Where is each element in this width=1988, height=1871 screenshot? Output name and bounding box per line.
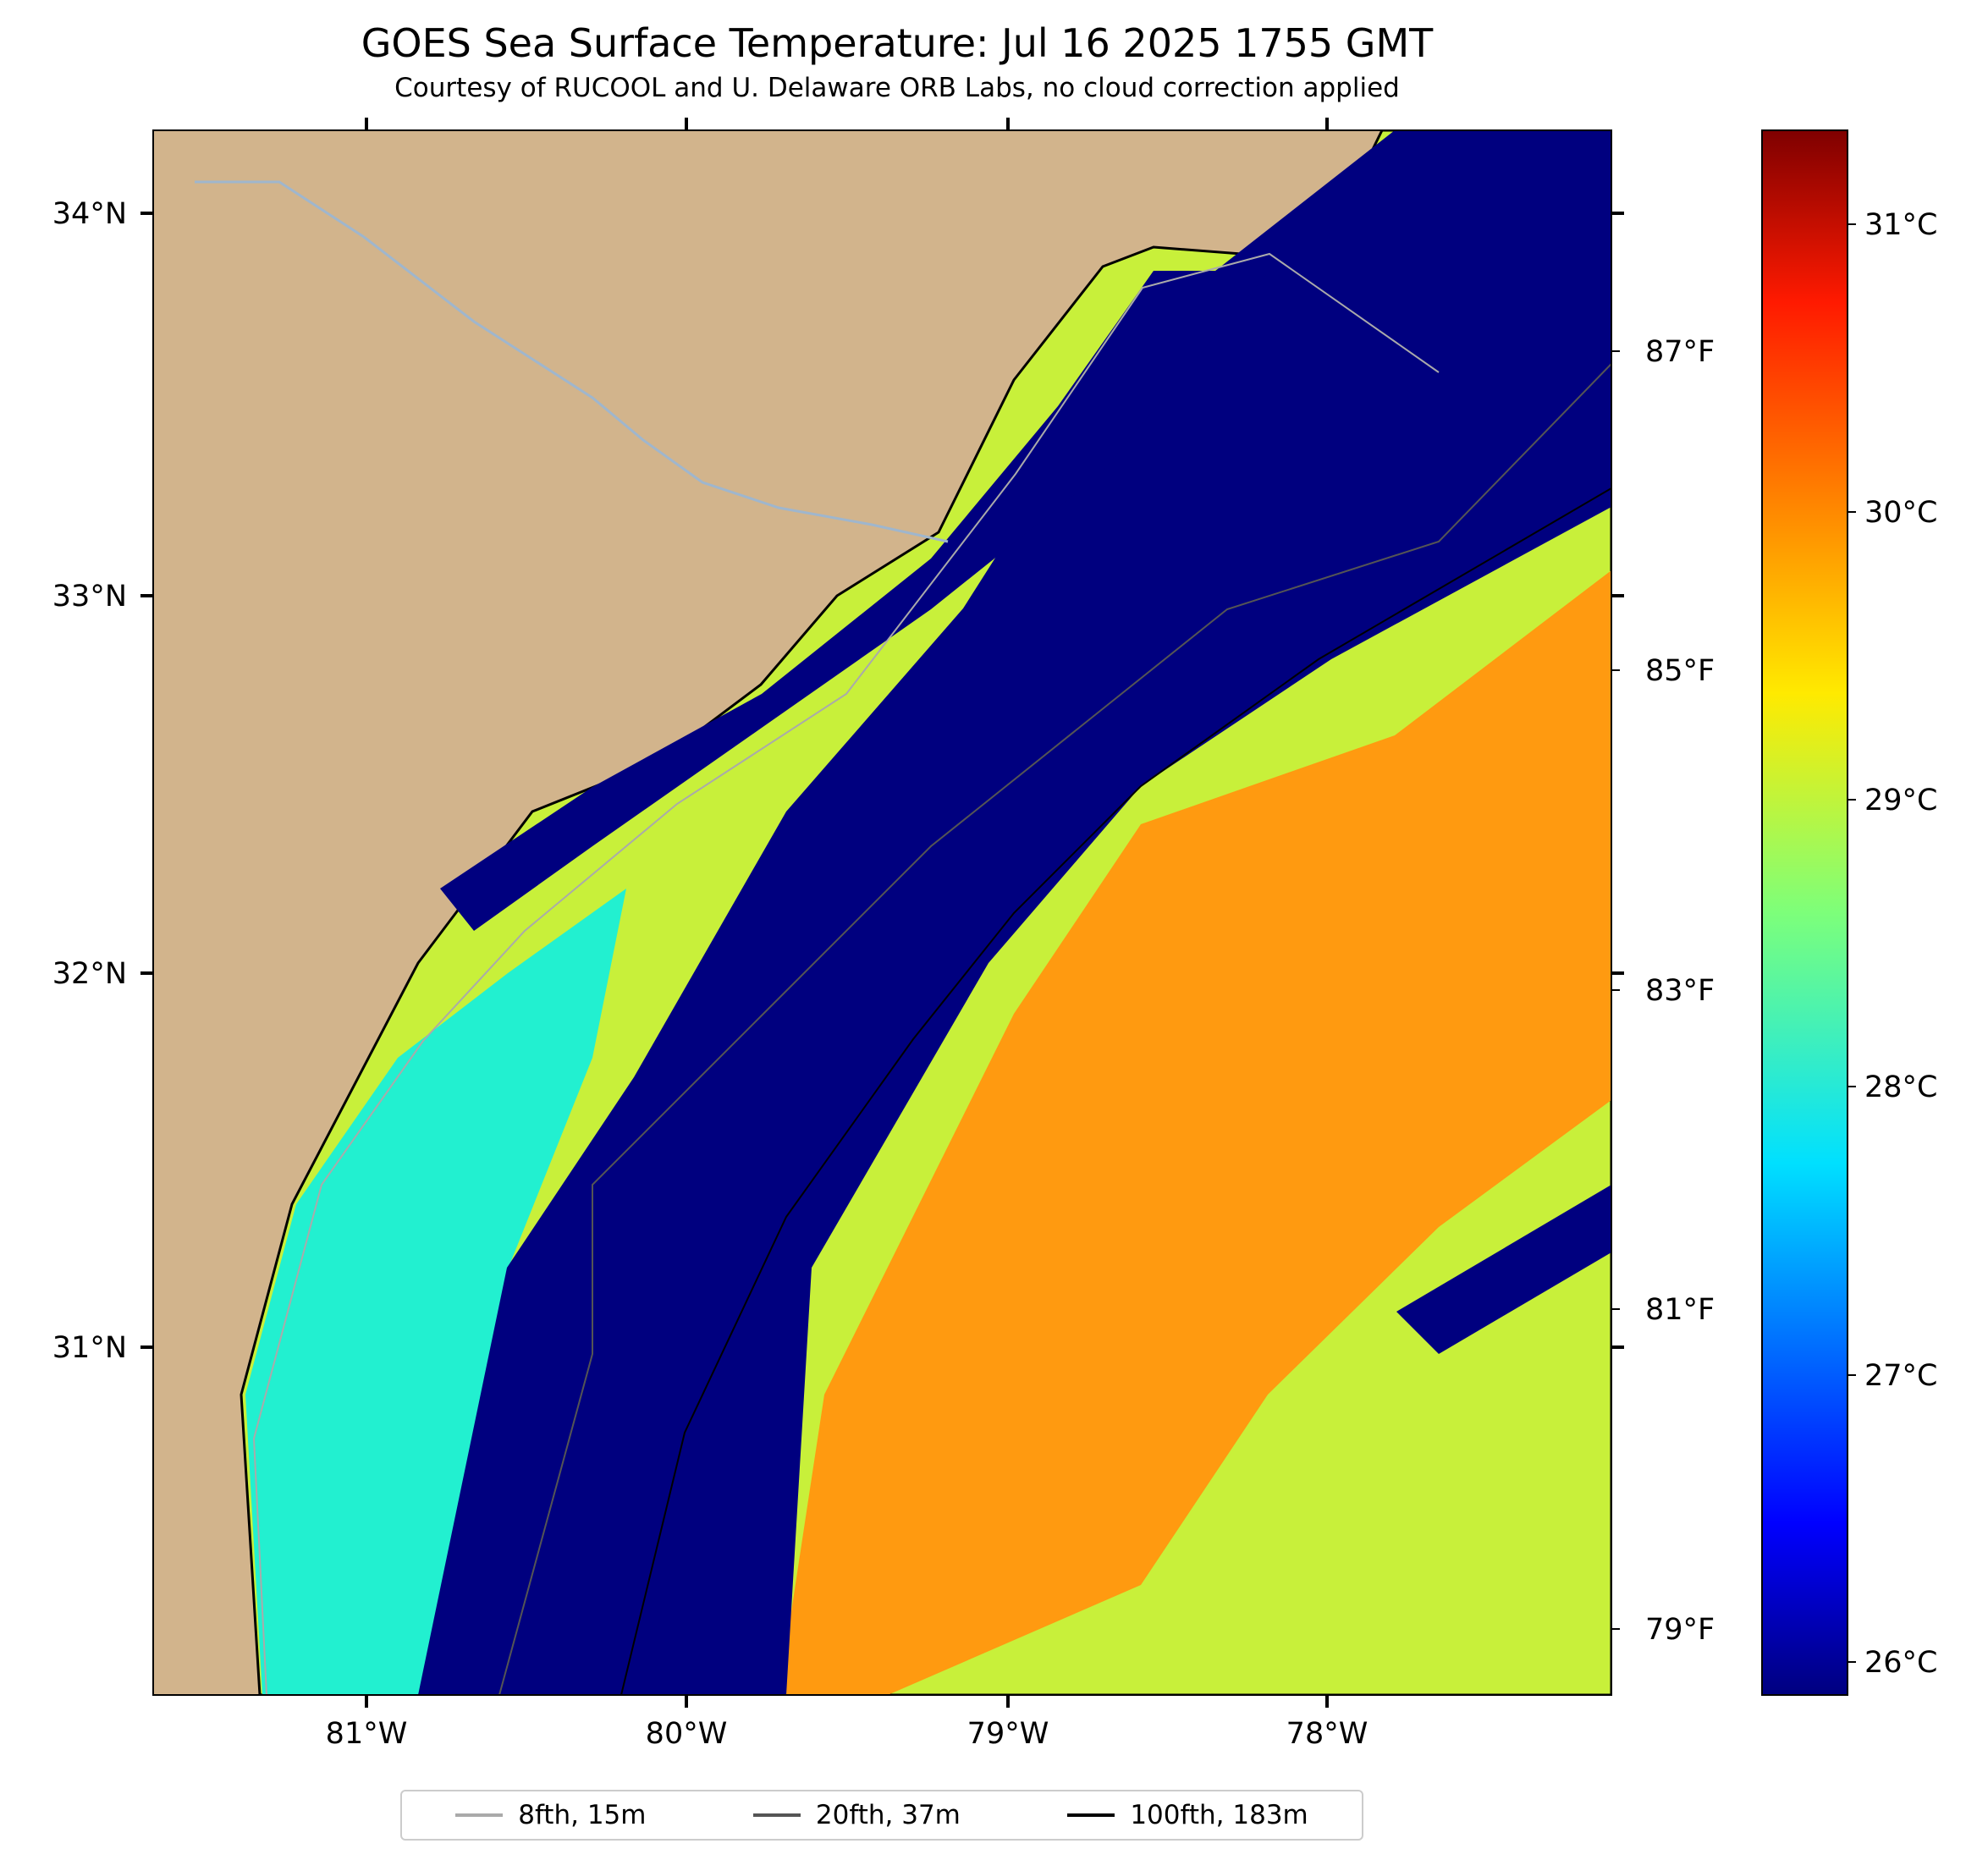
sst-coastal-cyan (245, 889, 626, 1695)
legend-label: 100fth, 183m (1130, 1800, 1308, 1830)
chart-subtitle: Courtesy of RUCOOL and U. Delaware ORB L… (394, 73, 1400, 103)
colorbar-tick-label: 31°C (1864, 208, 1937, 242)
lon-tick-label: 78°W (1286, 1717, 1368, 1751)
colorbar-tick-label: 29°C (1864, 784, 1937, 817)
colorbar-tick-label: 26°C (1864, 1646, 1937, 1680)
colorbar (1761, 129, 1848, 1696)
lat-tick-label: 33°N (52, 580, 127, 614)
map-frame (152, 129, 1612, 1696)
legend: 8fth, 15m 20fth, 37m 100fth, 183m (400, 1790, 1363, 1841)
legend-label: 8fth, 15m (518, 1800, 647, 1830)
legend-item-8fth: 8fth, 15m (455, 1800, 646, 1830)
colorbar-tick-label: 27°C (1864, 1359, 1937, 1393)
sst-inshore-band (440, 271, 1269, 931)
sst-cool-patch (1396, 1185, 1611, 1354)
legend-label: 20fth, 37m (815, 1800, 961, 1830)
fahrenheit-tick-label: 87°F (1645, 335, 1715, 369)
lat-tick-label: 32°N (52, 957, 127, 991)
major-ticks (140, 118, 1624, 1708)
legend-item-20fth: 20fth, 37m (752, 1800, 961, 1830)
lat-tick-label: 31°N (52, 1331, 127, 1365)
legend-swatch (752, 1813, 801, 1817)
fahrenheit-tick-label: 83°F (1645, 974, 1715, 1008)
lon-tick-label: 81°W (326, 1717, 408, 1751)
depth-contour-8fth (252, 252, 1440, 1695)
chart-title: GOES Sea Surface Temperature: Jul 16 202… (361, 20, 1434, 66)
sst-orange-region (779, 570, 1611, 1695)
colorbar-tick-label: 28°C (1864, 1070, 1937, 1104)
colorbar-tick-label: 30°C (1864, 496, 1937, 530)
lon-tick-label: 80°W (646, 1717, 728, 1751)
fahrenheit-tick-label: 85°F (1645, 654, 1715, 688)
depth-contour-20fth (498, 363, 1611, 1695)
legend-item-100fth: 100fth, 183m (1067, 1800, 1308, 1830)
legend-swatch (455, 1813, 504, 1817)
map-area (153, 130, 1611, 1695)
lat-tick-label: 34°N (52, 197, 127, 231)
fahrenheit-tick-label: 79°F (1645, 1613, 1715, 1647)
fahrenheit-tick-label: 81°F (1645, 1293, 1715, 1327)
river (195, 180, 949, 543)
depth-contour-100fth (620, 487, 1611, 1695)
lon-tick-label: 79°W (967, 1717, 1049, 1751)
legend-swatch (1067, 1813, 1115, 1817)
